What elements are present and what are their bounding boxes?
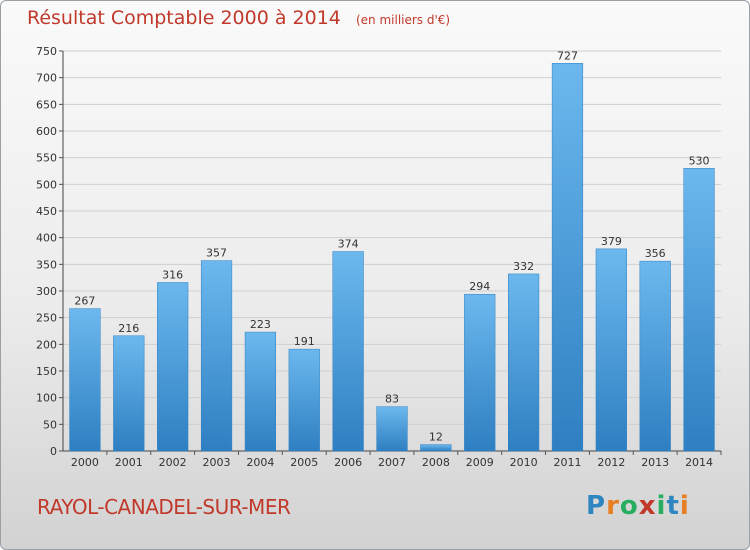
bar-value-label: 332 (513, 260, 534, 273)
chart-title-main: Résultat Comptable 2000 à 2014 (27, 7, 341, 29)
bar (69, 308, 101, 452)
y-tick-label: 150 (36, 365, 57, 378)
logo-letter: r (606, 491, 620, 521)
chart-title: Résultat Comptable 2000 à 2014 (en milli… (27, 7, 450, 29)
bar-value-label: 12 (429, 431, 443, 444)
y-tick-label: 600 (36, 125, 57, 138)
y-tick-label: 200 (36, 338, 57, 351)
y-tick-label: 650 (36, 98, 57, 111)
bar (464, 293, 496, 452)
bar (376, 406, 408, 452)
proxiti-logo[interactable]: Proxiti (586, 491, 690, 523)
bar (639, 260, 671, 452)
y-tick-label: 500 (36, 178, 57, 191)
x-tick-label: 2014 (685, 456, 713, 469)
x-tick-label: 2005 (290, 456, 318, 469)
bar-value-label: 374 (338, 238, 359, 251)
bar (507, 273, 540, 452)
bar (332, 251, 364, 452)
bar (683, 168, 715, 452)
bar (200, 260, 233, 452)
x-tick-label: 2011 (553, 456, 581, 469)
x-tick-label: 2002 (159, 456, 187, 469)
bar-value-label: 356 (645, 247, 666, 260)
bar-value-label: 357 (206, 247, 227, 260)
bar-value-label: 223 (250, 318, 271, 331)
x-tick-label: 2006 (334, 456, 362, 469)
y-tick-label: 550 (36, 152, 57, 165)
y-tick-label: 300 (36, 285, 57, 298)
x-tick-label: 2001 (115, 456, 143, 469)
bar-value-label: 267 (74, 295, 95, 308)
y-tick-label: 0 (50, 445, 57, 458)
logo-letter: x (638, 491, 657, 521)
logo-letter: i (656, 491, 667, 521)
labels: 0 50 100 150 200 250 300 350 400 450 500 550 600 650 7… (36, 45, 713, 469)
bars (69, 63, 715, 452)
bar-value-label: 316 (162, 268, 183, 281)
y-tick-label: 750 (36, 45, 57, 58)
bar-value-label: 191 (294, 335, 315, 348)
x-tick-label: 2013 (641, 456, 669, 469)
bar-value-label: 216 (118, 322, 139, 335)
x-tick-label: 2009 (466, 456, 494, 469)
bar-value-label: 379 (601, 235, 622, 248)
bar-value-label: 530 (689, 154, 710, 167)
logo-letter: P (586, 491, 607, 521)
bar (244, 331, 277, 452)
y-tick-label: 350 (36, 258, 57, 271)
x-tick-label: 2007 (378, 456, 406, 469)
bar-value-label: 727 (557, 49, 578, 62)
x-tick-label: 2012 (597, 456, 625, 469)
chart-title-unit: (en milliers d'€) (355, 13, 451, 27)
y-tick-label: 450 (36, 205, 57, 218)
logo-letter: t (666, 491, 680, 521)
x-tick-label: 2008 (422, 456, 450, 469)
x-tick-label: 2010 (510, 456, 538, 469)
bar-value-label: 294 (469, 280, 490, 293)
logo-letter: i (679, 491, 690, 521)
commune-name: RAYOL-CANADEL-SUR-MER (37, 495, 291, 519)
bar (157, 282, 189, 452)
x-tick-label: 2000 (71, 456, 99, 469)
bar-value-label: 83 (385, 393, 399, 406)
bar (551, 63, 584, 452)
logo-letter: o (619, 491, 639, 521)
y-tick-label: 400 (36, 232, 57, 245)
y-tick-label: 700 (36, 72, 57, 85)
x-tick-label: 2003 (203, 456, 231, 469)
y-tick-label: 50 (43, 418, 57, 431)
x-tick-label: 2004 (246, 456, 274, 469)
bar (420, 444, 452, 452)
bar (595, 248, 627, 452)
y-tick-label: 250 (36, 312, 57, 325)
y-tick-label: 100 (36, 392, 57, 405)
bar (113, 335, 145, 452)
bar (288, 348, 320, 452)
